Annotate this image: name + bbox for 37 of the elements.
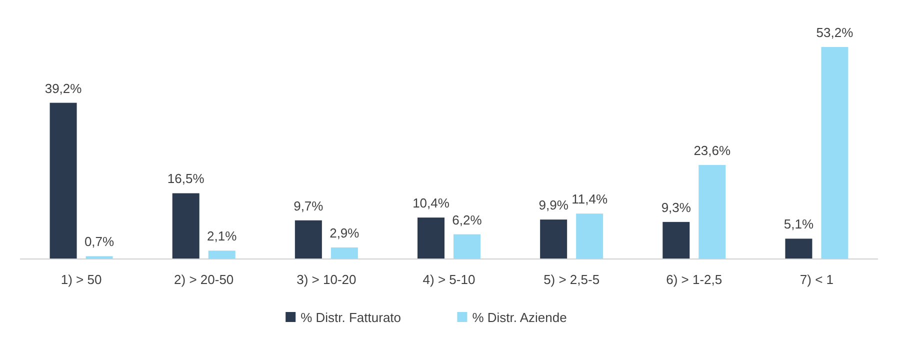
bar	[50, 102, 77, 259]
x-tick-label: 1) > 50	[60, 272, 102, 287]
bar	[540, 220, 568, 259]
data-label: 9,3%	[661, 200, 692, 215]
legend-label: % Distr. Fatturato	[300, 310, 402, 325]
bar	[208, 250, 236, 259]
bar	[662, 222, 690, 259]
data-label: 2,1%	[207, 228, 238, 244]
bar	[418, 218, 444, 259]
data-label: 11,4%	[572, 192, 608, 207]
bar	[785, 238, 812, 259]
data-label: 0,7%	[84, 234, 115, 250]
bar	[454, 234, 480, 259]
x-tick-label: 6) > 1-2,5	[666, 272, 722, 287]
data-label: 2,9%	[330, 225, 360, 240]
x-tick-label: 3) > 10-20	[296, 272, 356, 287]
data-label: 16,5%	[167, 171, 205, 186]
data-label: 5,1%	[784, 216, 814, 232]
bar	[294, 220, 322, 259]
legend-label: % Distr. Aziende	[472, 310, 567, 325]
data-label: 10,4%	[412, 196, 450, 211]
data-label: 23,6%	[694, 142, 732, 158]
x-tick-label: 5) > 2,5-5	[544, 272, 600, 287]
x-tick-label: 4) > 5-10	[422, 272, 476, 287]
data-label: 53,2%	[816, 25, 854, 40]
bar	[576, 214, 604, 259]
bar	[821, 47, 848, 259]
bar	[172, 193, 200, 259]
bar	[698, 164, 726, 259]
x-tick-label: 7) < 1	[800, 272, 834, 287]
data-label: 9,9%	[538, 198, 569, 213]
bar	[86, 256, 113, 259]
data-label: 39,2%	[44, 80, 82, 96]
x-tick-label: 2) > 20-50	[174, 272, 234, 287]
data-label: 6,2%	[452, 212, 482, 228]
data-label: 9,7%	[294, 198, 324, 214]
bar	[330, 247, 358, 259]
